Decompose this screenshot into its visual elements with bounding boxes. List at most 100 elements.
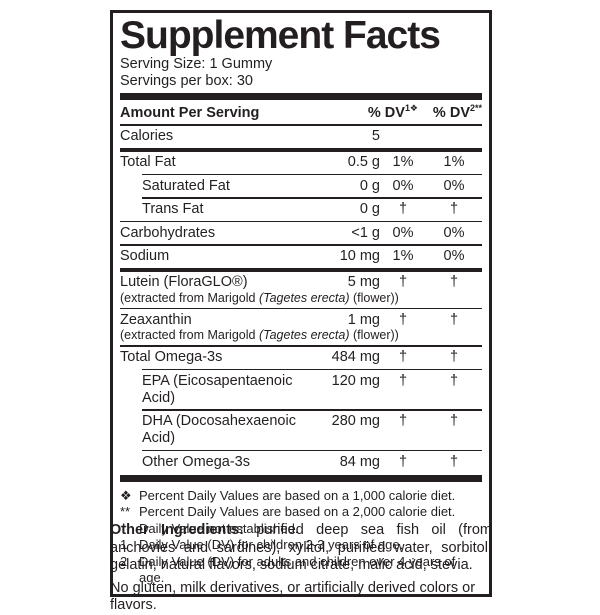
nutrient-name: Other Omega-3s bbox=[142, 453, 250, 470]
below-panel-text: Other Ingredients: purified deep sea fis… bbox=[110, 522, 492, 615]
column-header-row: Amount Per Serving % DV1❖ % DV2** bbox=[120, 102, 482, 124]
source-note-pre: (extracted from Marigold bbox=[120, 328, 259, 342]
row-lutein-main: Lutein (FloraGLO®) 5 mg † † bbox=[120, 272, 482, 294]
footnote-symbol: 1 bbox=[120, 537, 128, 553]
footnote-text: Daily Value (DV) for adults and children… bbox=[139, 553, 456, 586]
nutrient-name: Zeaxanthin bbox=[120, 311, 192, 328]
dv2-header-superscript: 2** bbox=[470, 102, 482, 113]
source-note-pre: (extracted from Marigold bbox=[120, 290, 259, 305]
source-note-species: (Tagetes erecta) bbox=[258, 290, 350, 305]
divider bbox=[120, 220, 482, 222]
divider bbox=[120, 124, 482, 126]
nutrient-dv1: † bbox=[398, 311, 408, 328]
footnote-symbol: ** bbox=[120, 504, 131, 520]
divider-indented bbox=[142, 368, 482, 370]
nutrient-dv1: † bbox=[398, 413, 408, 429]
nutrient-amount: 484 mg bbox=[331, 349, 380, 365]
nutrient-dv1: 1% bbox=[392, 248, 414, 264]
divider-indented bbox=[142, 197, 482, 199]
nutrient-dv1: 1% bbox=[392, 154, 414, 170]
nutrient-dv2: † bbox=[449, 372, 459, 389]
row-trans-fat: Trans Fat 0 g † † bbox=[120, 199, 482, 221]
footnote-text: Daily Value (DV) for children 2-3 years … bbox=[139, 537, 404, 553]
divider-medium bbox=[120, 267, 482, 272]
nutrient-amount: 0 g bbox=[359, 177, 380, 194]
row-total-omega3s: Total Omega-3s 484 mg † † bbox=[120, 347, 482, 369]
divider bbox=[120, 244, 482, 246]
nutrient-dv1: 0% bbox=[392, 224, 414, 241]
nutrient-amount: 1 mg bbox=[347, 311, 380, 328]
serving-size: Serving Size: 1 Gummy bbox=[120, 56, 273, 72]
source-note-post: (flower)) bbox=[349, 290, 399, 305]
divider-medium bbox=[120, 147, 482, 152]
divider-indented bbox=[142, 449, 482, 451]
row-calories: Calories 5 bbox=[120, 126, 482, 148]
nutrient-amount: 120 mg bbox=[331, 372, 380, 389]
nutrient-dv2: 0% bbox=[443, 248, 465, 264]
nutrient-name: Carbohydrates bbox=[120, 224, 216, 241]
dv1-header-base: % DV bbox=[367, 104, 405, 121]
row-sodium: Sodium 10 mg 1% 0% bbox=[120, 246, 482, 268]
dv2-header-base: % DV bbox=[432, 104, 470, 121]
nutrient-dv1: † bbox=[398, 201, 408, 217]
divider-indented bbox=[142, 173, 482, 175]
divider bbox=[120, 307, 482, 309]
row-zeaxanthin-main: Zeaxanthin 1 mg † † bbox=[120, 309, 482, 331]
nutrient-dv2: † bbox=[449, 413, 459, 429]
nutrient-amount: <1 g bbox=[351, 224, 380, 241]
nutrient-name: Trans Fat bbox=[142, 201, 204, 217]
row-total-fat: Total Fat 0.5 g 1% 1% bbox=[120, 152, 482, 174]
row-zeaxanthin: Zeaxanthin 1 mg † † (extracted from Mari… bbox=[120, 309, 482, 345]
nutrient-amount: 5 mg bbox=[347, 274, 380, 290]
thick-divider-top bbox=[120, 93, 482, 100]
footnote-children: 1 Daily Value (DV) for children 2-3 year… bbox=[120, 537, 482, 553]
divider bbox=[120, 345, 482, 347]
dv2-column-header: % DV2** bbox=[418, 102, 482, 122]
other-ingredients-text: purified deep sea fish oil (from anchovi… bbox=[110, 522, 493, 573]
nutrient-name: Lutein (FloraGLO®) bbox=[120, 274, 248, 290]
row-epa: EPA (Eicosapentaenoic Acid) 120 mg † † bbox=[120, 370, 482, 409]
supplement-facts-panel: Supplement Facts Serving Size: 1 Gummy S… bbox=[110, 10, 492, 598]
nutrient-amount: 280 mg bbox=[331, 413, 380, 429]
nutrient-dv1: † bbox=[398, 372, 408, 389]
nutrient-amount: 10 mg bbox=[339, 248, 380, 264]
row-lutein: Lutein (FloraGLO®) 5 mg † † (extracted f… bbox=[120, 272, 482, 308]
nutrient-name: DHA (Docosahexaenoic Acid) bbox=[142, 413, 296, 446]
nutrient-name: EPA (Eicosapentaenoic Acid) bbox=[142, 372, 293, 406]
nutrient-dv2: † bbox=[449, 274, 459, 290]
nutrient-dv2: † bbox=[449, 453, 459, 470]
nutrient-amount: 84 mg bbox=[339, 453, 380, 470]
nutrient-amount: 5 bbox=[371, 128, 380, 144]
nutrient-name: Sodium bbox=[120, 248, 170, 264]
nutrient-dv1: † bbox=[398, 349, 408, 365]
row-carbohydrates: Carbohydrates <1 g 0% 0% bbox=[120, 222, 482, 244]
thick-divider-bottom bbox=[120, 475, 482, 482]
servings-per-box: Servings per box: 30 bbox=[120, 73, 253, 89]
panel-title: Supplement Facts bbox=[120, 14, 441, 57]
footnote-symbol: 2 bbox=[120, 553, 128, 569]
footnote-dagger: † Daily Value not established. bbox=[120, 521, 482, 537]
other-ingredients-label: Other Ingredients: bbox=[110, 522, 244, 538]
footnote-symbol: † bbox=[120, 520, 128, 536]
nutrient-dv2: † bbox=[449, 201, 459, 217]
divider-indented bbox=[142, 409, 482, 411]
footnotes-section: ❖ Percent Daily Values are based on a 1,… bbox=[120, 485, 482, 590]
nutrient-dv2: † bbox=[449, 349, 459, 365]
nutrient-dv2: 0% bbox=[443, 177, 465, 194]
nutrient-amount: 0 g bbox=[359, 201, 380, 217]
footnote-text: Percent Daily Values are based on a 2,00… bbox=[139, 504, 456, 520]
nutrient-name: Calories bbox=[120, 128, 174, 144]
nutrient-name: Total Fat bbox=[120, 154, 176, 170]
footnote-dv1: ❖ Percent Daily Values are based on a 1,… bbox=[120, 488, 482, 504]
nutrient-name: Saturated Fat bbox=[142, 177, 230, 194]
allergen-disclaimer: No gluten, milk derivatives, or artifici… bbox=[110, 579, 476, 614]
row-dha: DHA (Docosahexaenoic Acid) 280 mg † † bbox=[120, 411, 482, 450]
nutrient-dv1: † bbox=[398, 274, 408, 290]
source-note-post: (flower)) bbox=[349, 328, 399, 342]
nutrient-dv2: 0% bbox=[443, 224, 465, 241]
row-other-omega3s: Other Omega-3s 84 mg † † bbox=[120, 451, 482, 473]
amount-per-serving-header: Amount Per Serving bbox=[120, 104, 260, 121]
footnote-symbol: ❖ bbox=[120, 488, 132, 503]
footnote-text: Daily Value not established. bbox=[139, 520, 299, 536]
source-note-species: (Tagetes erecta) bbox=[258, 328, 350, 342]
